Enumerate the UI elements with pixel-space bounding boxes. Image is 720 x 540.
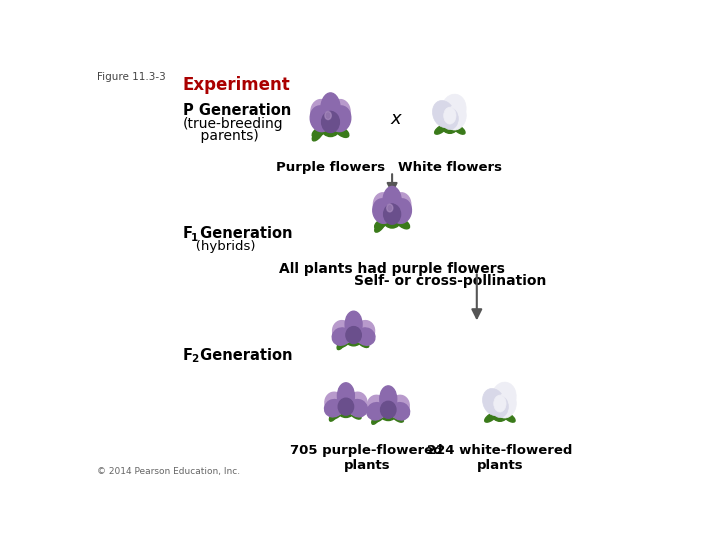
Ellipse shape [392, 413, 403, 422]
Ellipse shape [351, 327, 360, 338]
Ellipse shape [485, 413, 497, 422]
Ellipse shape [311, 99, 334, 129]
Text: Figure 11.3-3: Figure 11.3-3 [97, 72, 166, 83]
Text: 705 purple-flowered
plants: 705 purple-flowered plants [290, 444, 443, 471]
Ellipse shape [354, 321, 374, 343]
Text: © 2014 Pearson Education, Inc.: © 2014 Pearson Education, Inc. [97, 467, 240, 476]
Ellipse shape [384, 213, 400, 228]
Text: (hybrids): (hybrids) [183, 240, 255, 253]
Ellipse shape [333, 321, 353, 343]
Ellipse shape [442, 119, 457, 133]
Ellipse shape [349, 410, 361, 419]
Ellipse shape [337, 339, 346, 349]
Text: Purple flowers: Purple flowers [276, 161, 385, 174]
Ellipse shape [392, 403, 410, 420]
Ellipse shape [372, 414, 380, 424]
Ellipse shape [325, 400, 343, 417]
Ellipse shape [310, 106, 331, 132]
Ellipse shape [312, 129, 323, 141]
Text: x: x [391, 110, 401, 127]
Ellipse shape [321, 93, 341, 125]
Text: All plants had purple flowers: All plants had purple flowers [279, 262, 505, 276]
Ellipse shape [332, 328, 351, 345]
Ellipse shape [446, 104, 467, 130]
Ellipse shape [325, 111, 331, 119]
Ellipse shape [387, 204, 397, 218]
Ellipse shape [381, 401, 396, 418]
Ellipse shape [441, 94, 466, 125]
Ellipse shape [322, 111, 339, 132]
Ellipse shape [357, 338, 369, 347]
Ellipse shape [482, 388, 505, 416]
Text: P Generation: P Generation [183, 103, 291, 118]
Ellipse shape [330, 106, 351, 132]
Ellipse shape [338, 405, 354, 417]
Ellipse shape [322, 120, 339, 137]
Text: 1: 1 [191, 233, 199, 242]
Ellipse shape [435, 125, 446, 134]
Ellipse shape [379, 386, 397, 412]
Text: F: F [183, 348, 193, 363]
Ellipse shape [494, 395, 506, 412]
Text: Generation: Generation [195, 348, 292, 363]
Ellipse shape [374, 218, 388, 229]
Ellipse shape [338, 398, 354, 415]
Ellipse shape [389, 395, 409, 418]
Ellipse shape [381, 408, 396, 421]
Ellipse shape [327, 99, 350, 129]
Ellipse shape [389, 193, 411, 220]
Ellipse shape [338, 338, 351, 347]
Ellipse shape [496, 392, 516, 418]
Ellipse shape [492, 408, 508, 421]
Ellipse shape [387, 204, 393, 212]
Ellipse shape [343, 399, 352, 410]
Ellipse shape [330, 410, 338, 421]
Ellipse shape [349, 400, 367, 417]
Ellipse shape [373, 199, 393, 224]
Ellipse shape [367, 403, 385, 420]
Ellipse shape [325, 111, 336, 126]
Text: F: F [183, 226, 193, 241]
Ellipse shape [453, 125, 465, 134]
Ellipse shape [367, 395, 387, 418]
Ellipse shape [374, 221, 384, 232]
Ellipse shape [357, 328, 375, 345]
Text: 224 white-flowered
plants: 224 white-flowered plants [427, 444, 572, 471]
Ellipse shape [396, 218, 410, 229]
Ellipse shape [325, 392, 346, 415]
Ellipse shape [338, 383, 354, 409]
Ellipse shape [373, 413, 385, 422]
Ellipse shape [374, 193, 395, 220]
Ellipse shape [346, 327, 361, 343]
Ellipse shape [503, 413, 515, 422]
Ellipse shape [346, 392, 367, 415]
Ellipse shape [391, 199, 411, 224]
Text: parents): parents) [183, 130, 258, 144]
Ellipse shape [346, 334, 361, 346]
Ellipse shape [335, 126, 348, 137]
Ellipse shape [330, 410, 343, 419]
Ellipse shape [384, 204, 400, 224]
Ellipse shape [383, 186, 401, 217]
Text: 2: 2 [191, 354, 199, 364]
Text: White flowers: White flowers [398, 161, 502, 174]
Ellipse shape [492, 396, 508, 417]
Ellipse shape [491, 382, 516, 413]
Text: Self- or cross-pollination: Self- or cross-pollination [354, 274, 546, 288]
Ellipse shape [312, 126, 326, 137]
Ellipse shape [345, 311, 362, 338]
Text: (true-breeding: (true-breeding [183, 117, 283, 131]
Text: Generation: Generation [195, 226, 292, 241]
Ellipse shape [441, 108, 459, 130]
Ellipse shape [433, 100, 455, 127]
Ellipse shape [444, 107, 456, 124]
Ellipse shape [385, 402, 395, 413]
Text: Experiment: Experiment [183, 76, 290, 93]
